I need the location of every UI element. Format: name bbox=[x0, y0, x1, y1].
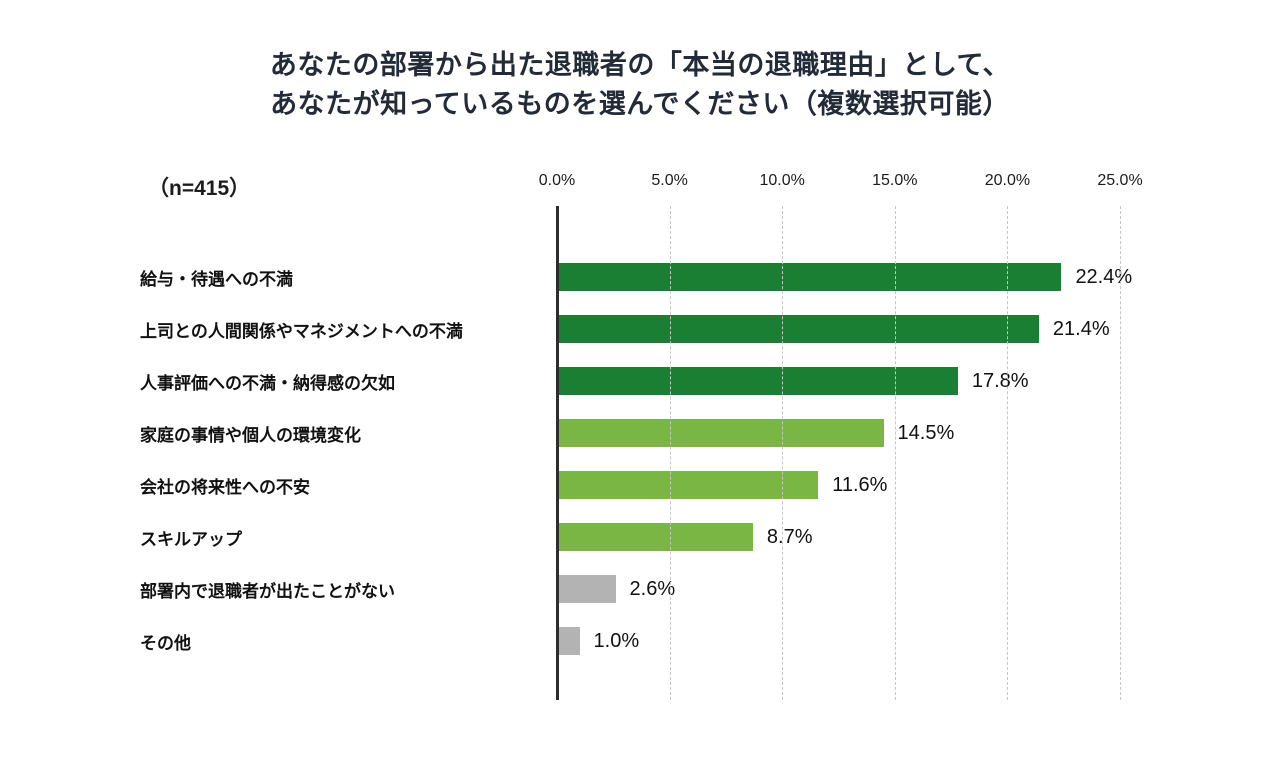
bar-row: スキルアップ 8.7% bbox=[140, 511, 1260, 563]
category-label: その他 bbox=[140, 633, 191, 653]
bar-rows: 給与・待遇への不満 22.4% 上司との人間関係やマネジメントへの不満 21.4% 人事… bbox=[140, 251, 1260, 667]
value-label: 21.4% bbox=[1052, 317, 1110, 340]
bar-row: 家庭の事情や個人の環境変化 14.5% bbox=[140, 407, 1260, 459]
value-label: 22.4% bbox=[1075, 265, 1133, 288]
value-label: 14.5% bbox=[897, 421, 955, 444]
bar bbox=[557, 575, 616, 603]
bar-track: 22.4% bbox=[557, 263, 1260, 291]
x-tick: 15.0% bbox=[872, 172, 918, 189]
bar-track: 8.7% bbox=[557, 523, 1260, 551]
bar-track: 21.4% bbox=[557, 315, 1260, 343]
bar-row: 部署内で退職者が出たことがない 2.6% bbox=[140, 563, 1260, 615]
value-label: 11.6% bbox=[832, 473, 888, 496]
x-tick: 10.0% bbox=[759, 172, 805, 189]
category-label: 家庭の事情や個人の環境変化 bbox=[140, 425, 361, 445]
x-tick: 25.0% bbox=[1097, 172, 1143, 189]
gridline bbox=[669, 206, 671, 700]
plot-area: 給与・待遇への不満 22.4% 上司との人間関係やマネジメントへの不満 21.4% 人事… bbox=[140, 206, 1260, 700]
category-label: 部署内で退職者が出たことがない bbox=[140, 581, 395, 601]
x-tick: 5.0% bbox=[651, 172, 688, 189]
bar-row: 人事評価への不満・納得感の欠如 17.8% bbox=[140, 355, 1260, 407]
gridline bbox=[1007, 206, 1009, 700]
gridline bbox=[894, 206, 896, 700]
bar bbox=[557, 523, 753, 551]
x-axis-ticks: 0.0% 5.0% 10.0% 15.0% 20.0% 25.0% bbox=[140, 172, 1260, 200]
category-label: 人事評価への不満・納得感の欠如 bbox=[140, 373, 395, 393]
y-axis-line bbox=[556, 206, 559, 700]
chart-title-line1: あなたの部署から出た退職者の「本当の退職理由」として、 bbox=[269, 50, 1011, 80]
value-label: 17.8% bbox=[971, 369, 1029, 392]
bar-track: 2.6% bbox=[557, 575, 1260, 603]
bar bbox=[557, 471, 819, 499]
chart-title: あなたの部署から出た退職者の「本当の退職理由」として、 あなたが知っているものを… bbox=[0, 46, 1280, 124]
category-label: 上司との人間関係やマネジメントへの不満 bbox=[140, 321, 463, 341]
chart-title-line2: あなたが知っているものを選んでください（複数選択可能） bbox=[270, 89, 1010, 120]
category-label: 会社の将来性への不安 bbox=[140, 477, 310, 497]
bar-track: 1.0% bbox=[557, 627, 1260, 655]
bar-chart: 0.0% 5.0% 10.0% 15.0% 20.0% 25.0% 給与・待遇への不満 22… bbox=[140, 172, 1260, 700]
bar bbox=[557, 315, 1039, 343]
bar-row: 上司との人間関係やマネジメントへの不満 21.4% bbox=[140, 303, 1260, 355]
category-label: スキルアップ bbox=[140, 529, 242, 549]
bar bbox=[557, 367, 958, 395]
bar-row: 会社の将来性への不安 11.6% bbox=[140, 459, 1260, 511]
bar-track: 11.6% bbox=[557, 471, 1260, 499]
bar bbox=[557, 263, 1062, 291]
gridline bbox=[1120, 206, 1121, 700]
bar-row: その他 1.0% bbox=[140, 615, 1260, 667]
value-label: 1.0% bbox=[593, 629, 640, 652]
x-tick: 20.0% bbox=[984, 172, 1031, 189]
bar-track: 17.8% bbox=[557, 367, 1260, 395]
x-tick: 0.0% bbox=[538, 172, 576, 189]
sample-size-label: （n=415） bbox=[148, 177, 251, 200]
gridline bbox=[782, 206, 784, 700]
bar bbox=[557, 627, 580, 655]
bar bbox=[557, 419, 884, 447]
value-label: 2.6% bbox=[629, 577, 676, 600]
bar-track: 14.5% bbox=[557, 419, 1260, 447]
bar-row: 給与・待遇への不満 22.4% bbox=[140, 251, 1260, 303]
value-label: 8.7% bbox=[766, 525, 813, 548]
category-label: 給与・待遇への不満 bbox=[140, 269, 293, 289]
